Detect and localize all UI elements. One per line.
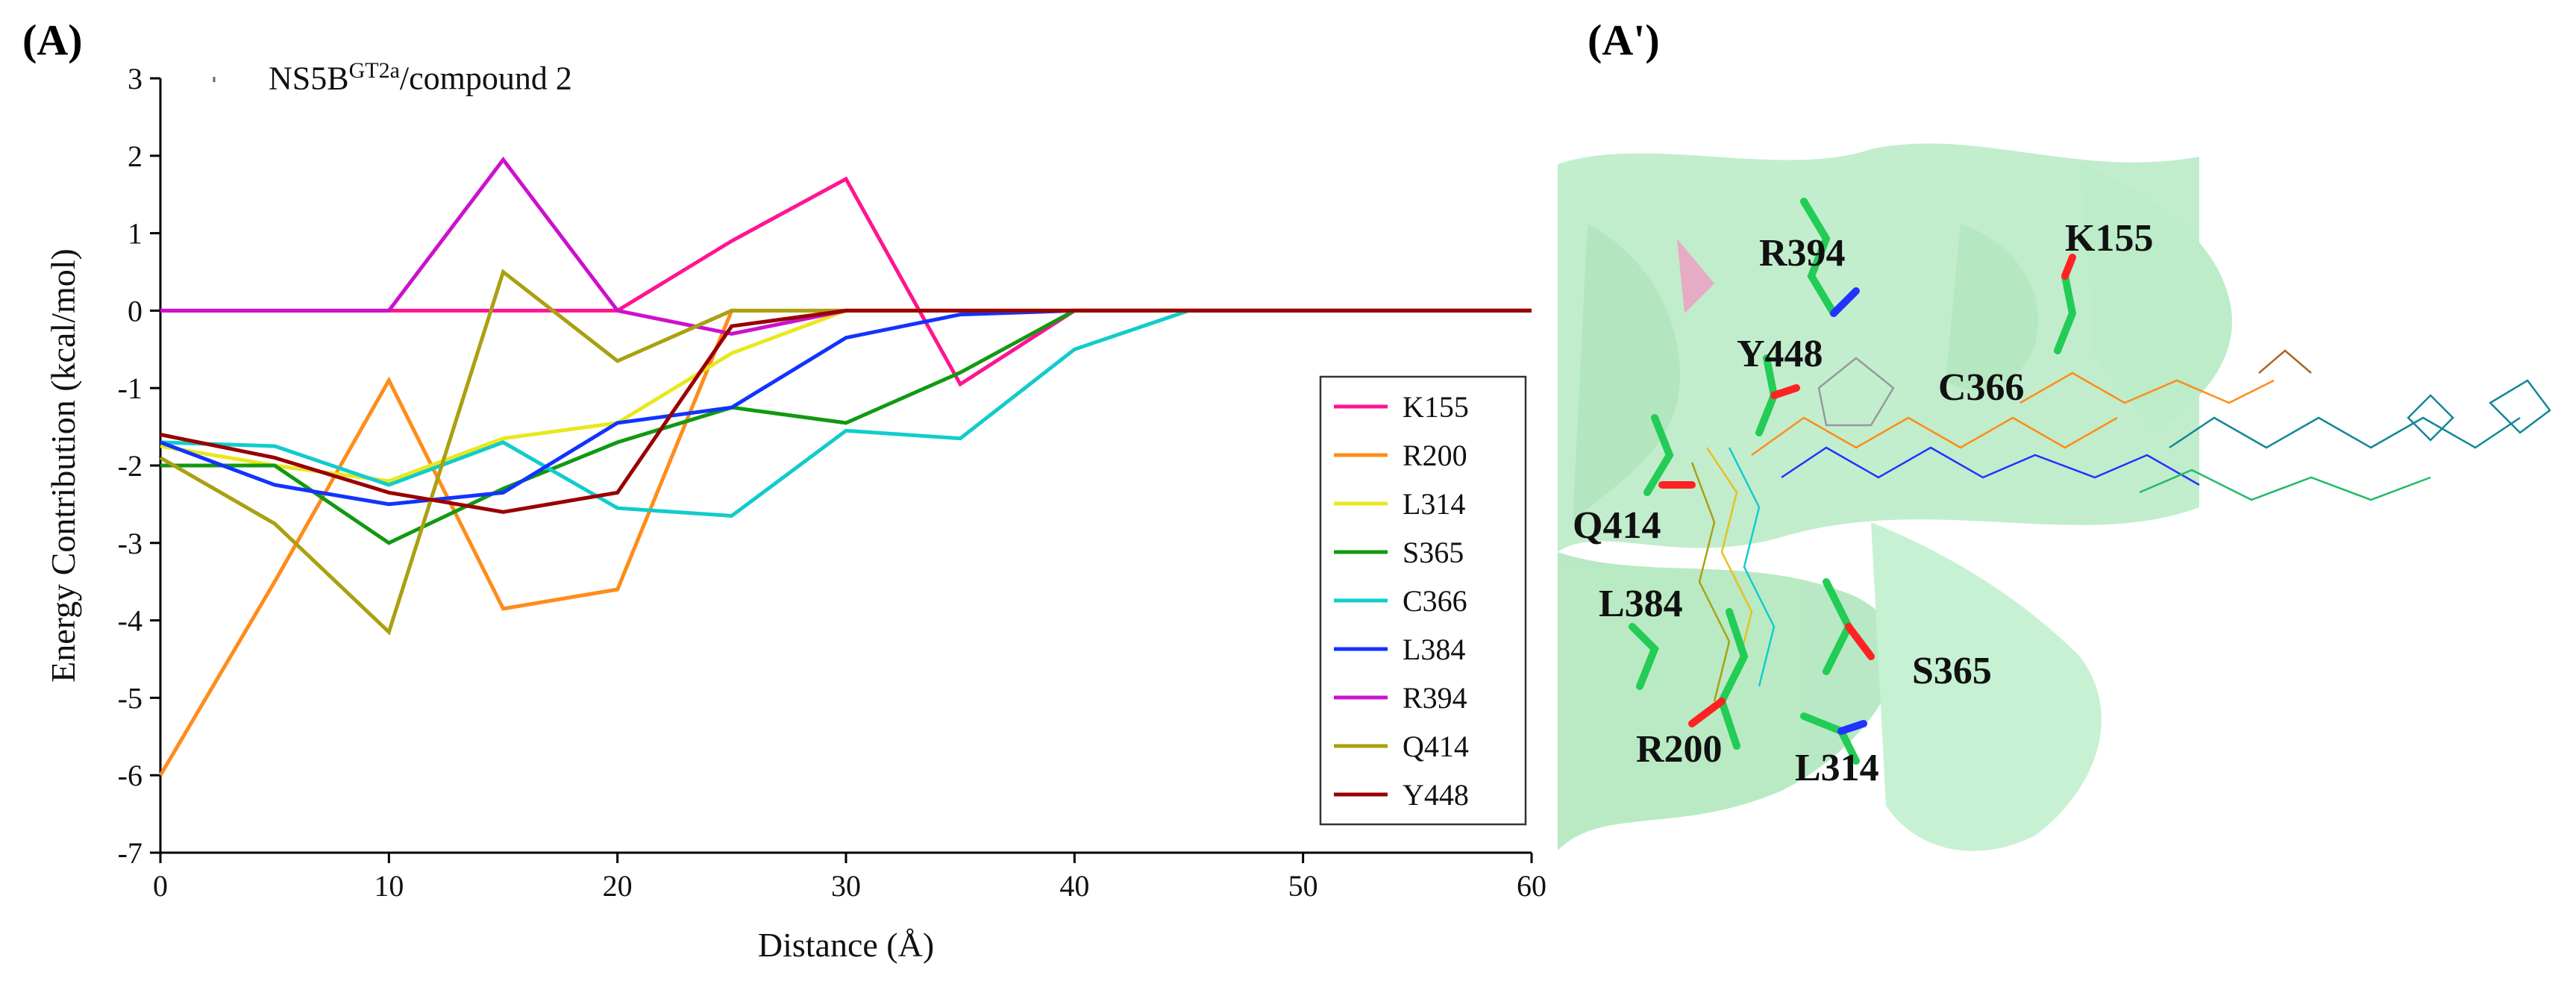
molecular-structure-panel: R394 K155 Y448 C366 Q414 L384 S365 R200 … xyxy=(1558,134,2574,880)
ligand-wireframes xyxy=(1690,349,2551,702)
x-tick-label: 50 xyxy=(1288,869,1318,903)
legend-label-s365: S365 xyxy=(1403,536,1464,569)
legend-label-l314: L314 xyxy=(1403,487,1465,521)
panel-label-a-prime: (A') xyxy=(1588,16,1660,64)
residue-label-c366: C366 xyxy=(1938,366,2025,409)
x-tick-label: 20 xyxy=(603,869,633,903)
residue-label-r200: R200 xyxy=(1636,728,1723,771)
legend-label-l384: L384 xyxy=(1403,633,1465,666)
y-tick-label: -3 xyxy=(118,527,142,560)
x-tick-label: 60 xyxy=(1517,869,1546,903)
series-line-y448 xyxy=(160,308,1532,514)
legend: K155 R200 L314 S365 C366 L384 R394 Q414 Y448 xyxy=(1319,375,1527,826)
protein-ribbon-cartoon xyxy=(1558,143,2232,851)
legend-label-c366: C366 xyxy=(1403,584,1467,618)
legend-label-r200: R200 xyxy=(1403,439,1467,472)
x-tick-label: 40 xyxy=(1059,869,1089,903)
protein-ligand-illustration xyxy=(1558,134,2574,880)
panel-label-a: (A) xyxy=(22,16,83,64)
residue-label-y448: Y448 xyxy=(1737,333,1823,375)
series-line-k155 xyxy=(160,176,1532,387)
series-line-r394 xyxy=(160,156,1532,336)
y-tick-label: 2 xyxy=(128,140,142,173)
y-tick-label: -1 xyxy=(118,372,142,405)
chart-title-suffix: /compound 2 xyxy=(399,60,572,97)
x-axis-label: Distance (Å) xyxy=(758,926,934,964)
y-tick-label: -4 xyxy=(118,604,142,638)
chart-title: NS5BGT2a/compound 2 xyxy=(269,58,572,98)
y-tick-label: 0 xyxy=(128,294,142,327)
residue-label-r394: R394 xyxy=(1759,232,1846,275)
y-tick-label: -6 xyxy=(118,759,142,792)
chart-title-main: NS5B xyxy=(269,60,349,97)
y-axis-label: Energy Contribution (kcal/mol) xyxy=(44,248,82,683)
residue-label-s365: S365 xyxy=(1912,650,1992,692)
x-tick-label: 10 xyxy=(374,869,404,903)
x-tick-label: 30 xyxy=(831,869,861,903)
residue-sticks xyxy=(1629,198,2077,765)
legend-label-q414: Q414 xyxy=(1403,730,1469,763)
legend-label-r394: R394 xyxy=(1403,681,1467,715)
chart-title-sup: GT2a xyxy=(348,58,400,83)
y-tick-label: -2 xyxy=(118,449,142,483)
y-tick-label: 3 xyxy=(128,62,142,95)
legend-label-k155: K155 xyxy=(1403,390,1469,424)
residue-label-l384: L384 xyxy=(1599,583,1683,625)
residue-label-q414: Q414 xyxy=(1573,504,1661,547)
residue-label-k155: K155 xyxy=(2065,217,2154,260)
legend-label-y448: Y448 xyxy=(1403,778,1469,812)
y-tick-label: -5 xyxy=(118,681,142,715)
series-lines xyxy=(158,156,1532,777)
y-tick-label: 1 xyxy=(128,217,142,251)
x-tick-label: 0 xyxy=(153,869,168,903)
residue-label-l314: L314 xyxy=(1795,747,1879,789)
y-tick-label: -7 xyxy=(118,836,142,870)
